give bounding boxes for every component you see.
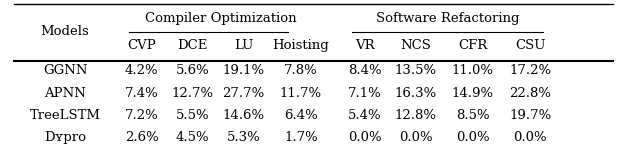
Text: Models: Models bbox=[41, 25, 90, 38]
Text: DCE: DCE bbox=[177, 39, 208, 52]
Text: GGNN: GGNN bbox=[43, 64, 88, 77]
Text: Dʏpro: Dʏpro bbox=[44, 131, 86, 144]
Text: 4.2%: 4.2% bbox=[125, 64, 158, 77]
Text: 5.4%: 5.4% bbox=[348, 109, 381, 122]
Text: 7.4%: 7.4% bbox=[125, 87, 159, 100]
Text: 5.6%: 5.6% bbox=[176, 64, 209, 77]
Text: 7.1%: 7.1% bbox=[348, 87, 381, 100]
Text: 0.0%: 0.0% bbox=[456, 131, 490, 144]
Text: 12.8%: 12.8% bbox=[395, 109, 436, 122]
Text: 8.5%: 8.5% bbox=[456, 109, 490, 122]
Text: CFR: CFR bbox=[458, 39, 488, 52]
Text: CVP: CVP bbox=[127, 39, 156, 52]
Text: 19.1%: 19.1% bbox=[223, 64, 264, 77]
Text: 11.0%: 11.0% bbox=[452, 64, 494, 77]
Text: 17.2%: 17.2% bbox=[509, 64, 551, 77]
Text: 0.0%: 0.0% bbox=[399, 131, 433, 144]
Text: Hoisting: Hoisting bbox=[273, 39, 329, 52]
Text: 6.4%: 6.4% bbox=[284, 109, 317, 122]
Text: 7.8%: 7.8% bbox=[284, 64, 317, 77]
Text: 5.3%: 5.3% bbox=[227, 131, 260, 144]
Text: 7.2%: 7.2% bbox=[125, 109, 159, 122]
Text: VR: VR bbox=[355, 39, 374, 52]
Text: 5.5%: 5.5% bbox=[176, 109, 209, 122]
Text: 2.6%: 2.6% bbox=[125, 131, 159, 144]
Text: 27.7%: 27.7% bbox=[223, 87, 265, 100]
Text: 11.7%: 11.7% bbox=[280, 87, 322, 100]
Text: 22.8%: 22.8% bbox=[509, 87, 551, 100]
Text: NCS: NCS bbox=[400, 39, 431, 52]
Text: 0.0%: 0.0% bbox=[348, 131, 381, 144]
Text: 4.5%: 4.5% bbox=[176, 131, 209, 144]
Text: 0.0%: 0.0% bbox=[513, 131, 547, 144]
Text: Compiler Optimization: Compiler Optimization bbox=[145, 12, 297, 25]
Text: 14.9%: 14.9% bbox=[452, 87, 494, 100]
Text: 1.7%: 1.7% bbox=[284, 131, 317, 144]
Text: 14.6%: 14.6% bbox=[223, 109, 264, 122]
Text: Software Refactoring: Software Refactoring bbox=[376, 12, 519, 25]
Text: APNN: APNN bbox=[44, 87, 86, 100]
Text: LU: LU bbox=[234, 39, 253, 52]
Text: 16.3%: 16.3% bbox=[394, 87, 436, 100]
Text: 8.4%: 8.4% bbox=[348, 64, 381, 77]
Text: 19.7%: 19.7% bbox=[509, 109, 552, 122]
Text: 12.7%: 12.7% bbox=[172, 87, 214, 100]
Text: 13.5%: 13.5% bbox=[394, 64, 436, 77]
Text: CSU: CSU bbox=[515, 39, 545, 52]
Text: TreeLSTM: TreeLSTM bbox=[29, 109, 100, 122]
